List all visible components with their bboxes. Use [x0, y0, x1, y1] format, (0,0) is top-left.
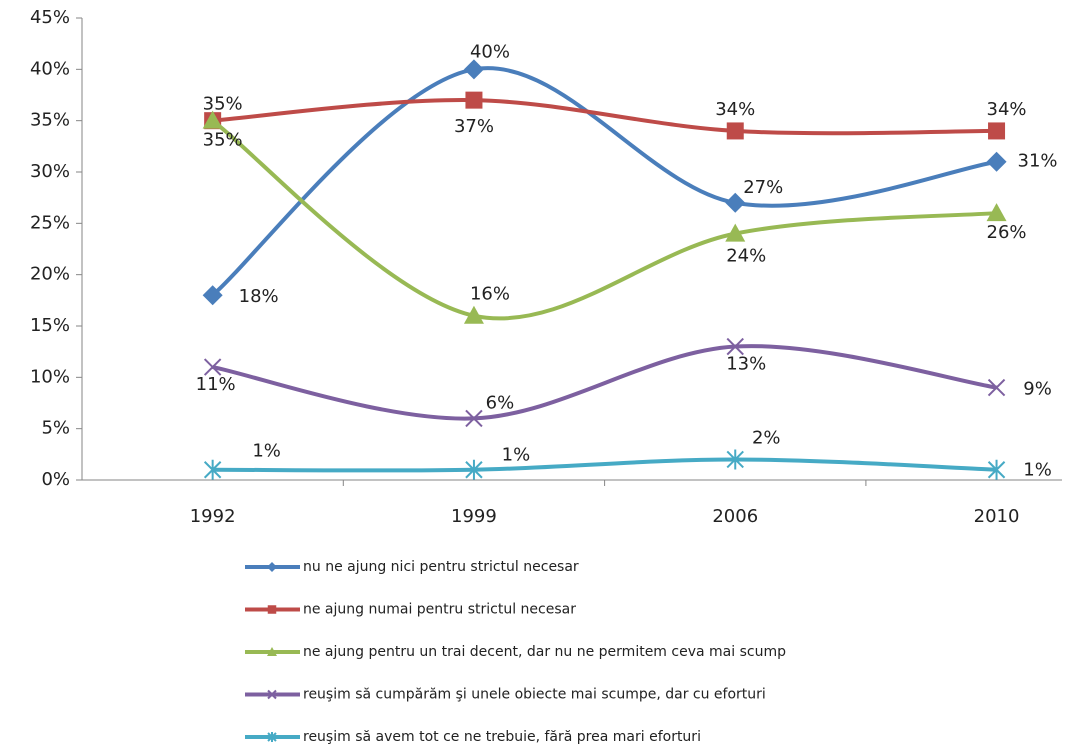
data-label: 40% [470, 41, 510, 62]
marker-shape [988, 122, 1006, 140]
legend-marker [267, 562, 277, 572]
data-point [986, 151, 1007, 172]
data-label: 35% [203, 94, 243, 115]
data-point [465, 459, 483, 480]
legend-label: reuşim să avem tot ce ne trebuie, fără p… [303, 729, 701, 745]
x-tick-label: 2006 [712, 506, 758, 527]
data-label: 37% [454, 116, 494, 137]
data-label: 26% [987, 222, 1027, 243]
data-point [726, 337, 744, 356]
data-point [463, 59, 484, 80]
data-point [202, 110, 223, 129]
data-label: 13% [726, 354, 766, 375]
marker-shape [986, 203, 1007, 222]
y-tick-label: 40% [30, 58, 70, 79]
legend-marker [267, 732, 277, 742]
y-tick-label: 5% [41, 418, 70, 439]
data-point [465, 409, 483, 428]
x-tick-label: 1992 [190, 506, 236, 527]
marker-shape [726, 122, 744, 140]
marker-shape [267, 689, 277, 700]
legend-label: nu ne ajung nici pentru strictul necesar [303, 559, 579, 575]
data-point [726, 122, 744, 140]
marker-shape [203, 358, 222, 376]
marker-shape [986, 151, 1007, 172]
y-tick-label: 10% [30, 366, 70, 387]
y-tick-label: 30% [30, 161, 70, 182]
legend-label: ne ajung pentru un trai decent, dar nu n… [303, 644, 786, 660]
data-label: 1% [252, 441, 281, 462]
y-tick-label: 15% [30, 315, 70, 336]
data-point [203, 459, 222, 480]
data-point [988, 122, 1006, 140]
data-point [465, 91, 483, 109]
data-label: 9% [1023, 379, 1052, 400]
marker-shape [465, 91, 483, 109]
data-label: 2% [752, 427, 781, 448]
data-label: 35% [203, 130, 243, 151]
marker-shape [202, 285, 223, 306]
legend-marker [267, 647, 277, 656]
legend-marker [267, 689, 277, 700]
x-tick-label: 2010 [974, 506, 1020, 527]
marker-shape [465, 459, 483, 480]
series-line [212, 457, 997, 473]
marker-shape [465, 409, 483, 428]
marker-shape [267, 562, 277, 572]
marker-shape [987, 378, 1006, 397]
legend-label: ne ajung numai pentru strictul necesar [303, 602, 576, 618]
data-label: 18% [239, 286, 279, 307]
data-point [463, 305, 484, 324]
series-line [212, 344, 997, 421]
marker-shape [202, 110, 223, 129]
series-line [211, 66, 997, 297]
x-tick-label: 1999 [451, 506, 497, 527]
data-label: 34% [715, 99, 755, 120]
marker-shape [267, 732, 277, 742]
marker-shape [463, 59, 484, 80]
y-tick-label: 0% [41, 469, 70, 490]
data-label: 24% [726, 246, 766, 267]
marker-shape [267, 605, 277, 614]
y-tick-label: 20% [30, 264, 70, 285]
marker-shape [725, 192, 746, 213]
marker-shape [463, 305, 484, 324]
data-label: 34% [987, 99, 1027, 120]
data-point [726, 449, 744, 470]
marker-shape [267, 647, 277, 656]
legend-label: reuşim să cumpărăm şi unele obiecte mai … [303, 687, 766, 703]
data-label: 31% [1018, 151, 1058, 172]
series-line [212, 98, 997, 136]
data-point [986, 203, 1007, 222]
data-label: 16% [470, 284, 510, 305]
data-label: 27% [743, 177, 783, 198]
series-line [211, 119, 997, 321]
data-label: 11% [196, 374, 236, 395]
data-point [987, 378, 1006, 397]
legend-marker [267, 605, 277, 614]
data-label: 6% [486, 392, 515, 413]
marker-shape [726, 449, 744, 470]
data-point [202, 285, 223, 306]
y-tick-label: 45% [30, 7, 70, 28]
marker-shape [726, 337, 744, 356]
y-tick-label: 35% [30, 110, 70, 131]
marker-shape [987, 459, 1006, 480]
data-point [725, 192, 746, 213]
data-label: 1% [502, 445, 531, 466]
data-point [203, 358, 222, 376]
data-point [987, 459, 1006, 480]
y-tick-label: 25% [30, 212, 70, 233]
marker-shape [725, 223, 746, 242]
data-point [725, 223, 746, 242]
data-label: 1% [1023, 460, 1052, 481]
marker-shape [203, 459, 222, 480]
